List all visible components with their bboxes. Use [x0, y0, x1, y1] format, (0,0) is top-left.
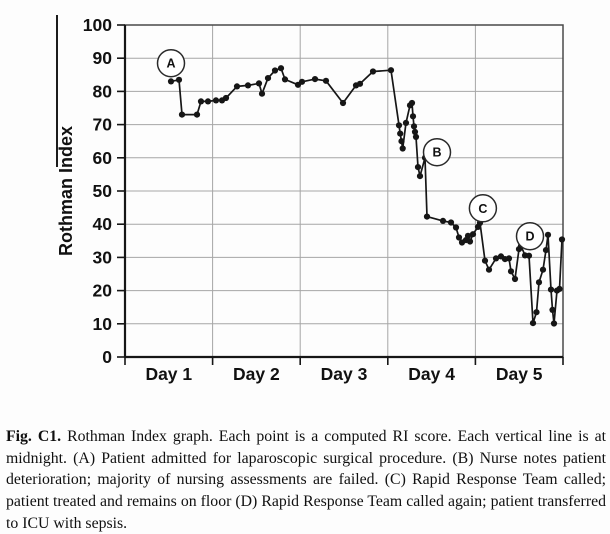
ri-data-point: [410, 123, 418, 130]
ri-data-point: [281, 76, 289, 83]
ri-data-point: [549, 306, 556, 313]
page-rule-line: [56, 15, 58, 167]
ri-data-point: [529, 320, 537, 327]
y-tick-label: 80: [93, 81, 113, 101]
ri-data-point: [408, 99, 416, 107]
ri-data-point: [539, 266, 547, 273]
y-tick-label: 10: [93, 314, 113, 334]
x-tick-label: Day 5: [496, 364, 543, 384]
ri-data-point: [233, 83, 241, 90]
ri-data-point: [464, 232, 472, 239]
y-tick-label: 40: [93, 214, 113, 234]
ri-data-point: [452, 224, 460, 231]
ri-data-point: [505, 255, 513, 262]
ri-data-point: [204, 98, 212, 105]
x-tick-label: Day 3: [321, 364, 368, 384]
x-tick-label: Day 2: [233, 364, 280, 384]
ri-data-point: [547, 286, 555, 293]
ri-data-point: [271, 67, 279, 74]
ri-data-point: [550, 320, 558, 327]
figure-chart-area: 0 10 20 30 40 50 60 70 80 90 100 Day 1 Day 2 Day 3 Day…: [56, 15, 566, 384]
ri-series-line: [170, 67, 563, 325]
ri-data-point: [411, 128, 419, 135]
x-tick-label: Day 4: [408, 364, 455, 384]
ri-data-point: [533, 309, 540, 316]
x-tick-label: Day 1: [145, 364, 192, 384]
ri-data-point: [175, 76, 183, 83]
ri-data-point: [402, 119, 410, 126]
ri-data-point: [212, 97, 220, 104]
ri-data-point: [492, 255, 500, 262]
ri-data-point: [412, 133, 420, 140]
ri-data-point: [264, 75, 272, 82]
figure-caption-text: Rothman Index graph. Each point is a com…: [6, 427, 607, 532]
ri-data-point: [369, 68, 377, 75]
figure-caption-label: Fig. C1.: [6, 427, 62, 445]
ri-data-point: [439, 217, 447, 224]
ri-data-point: [455, 234, 463, 241]
y-tick-label: 20: [93, 281, 113, 301]
ri-data-point: [535, 279, 543, 286]
y-tick-label: 30: [93, 247, 113, 267]
ri-data-point: [416, 173, 424, 180]
y-tick-label: 100: [83, 15, 112, 35]
ri-data-point: [322, 77, 330, 84]
annotation-label-C: C: [478, 202, 487, 216]
ri-data-point: [387, 67, 395, 74]
y-tick-label: 0: [102, 347, 112, 367]
ri-data-point: [466, 238, 474, 245]
annotation-circle-D: [515, 221, 545, 251]
ri-data-point: [511, 275, 519, 283]
ri-data-point: [311, 76, 319, 83]
ri-data-point: [255, 80, 263, 87]
ri-data-point: [398, 138, 405, 145]
y-tick-label: 50: [93, 181, 113, 201]
ri-data-point: [542, 247, 550, 254]
figure-caption: Fig. C1. Rothman Index graph. Each point…: [6, 426, 606, 534]
annotation-circle-C: [468, 194, 498, 223]
ri-data-point: [356, 80, 364, 87]
ri-data-point: [193, 111, 201, 118]
ri-data-point: [395, 122, 403, 129]
ri-data-point: [507, 268, 515, 275]
ri-data-point: [298, 78, 306, 85]
ri-data-point: [258, 90, 266, 97]
ri-data-point: [469, 231, 477, 238]
ri-data-point: [558, 236, 566, 243]
ri-data-point: [525, 252, 533, 259]
ri-data-point: [485, 266, 493, 273]
ri-data-point: [197, 98, 205, 105]
ri-data-point: [544, 231, 552, 238]
ri-data-point: [481, 257, 489, 264]
y-tick-label: 70: [93, 115, 113, 135]
ri-data-point: [397, 130, 404, 137]
y-axis-title: Rothman Index: [56, 126, 76, 256]
annotation-circle-B: [422, 137, 452, 167]
ri-data-point: [244, 82, 252, 89]
ri-data-point: [277, 65, 285, 72]
y-tick-label: 90: [93, 48, 113, 68]
annotation-label-B: B: [432, 146, 441, 160]
annotation-label-A: A: [166, 57, 175, 71]
ri-data-point: [178, 111, 186, 118]
ri-data-point: [414, 164, 422, 171]
ri-data-point: [556, 285, 563, 292]
ri-data-point: [222, 94, 230, 102]
ri-data-point: [423, 213, 431, 220]
ri-data-point: [339, 99, 347, 107]
annotation-label-D: D: [525, 230, 534, 244]
annotation-circle-A: [156, 48, 186, 78]
ri-data-point: [167, 78, 175, 85]
ri-data-point: [447, 219, 455, 226]
y-tick-label: 60: [93, 148, 113, 168]
ri-data-point: [399, 145, 406, 152]
ri-data-point: [409, 113, 417, 120]
rothman-index-chart: 0 10 20 30 40 50 60 70 80 90 100 Day 1 Day 2 Day 3 Day…: [56, 15, 566, 384]
